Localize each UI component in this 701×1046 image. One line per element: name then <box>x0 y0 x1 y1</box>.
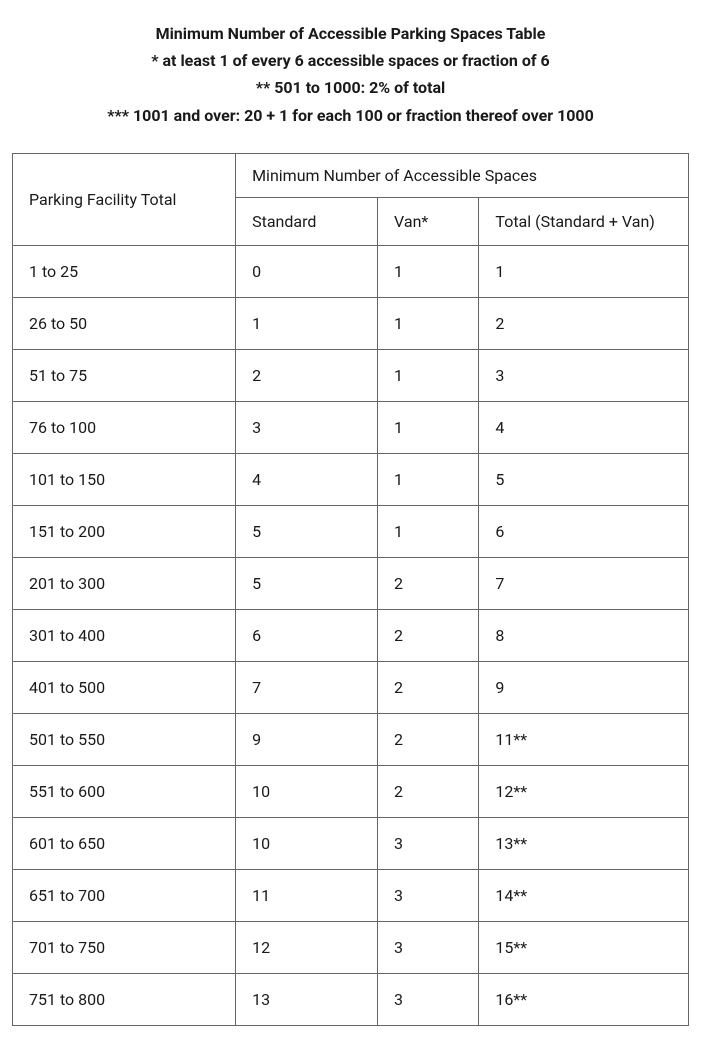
cell-facility: 151 to 200 <box>13 505 236 557</box>
cell-facility: 201 to 300 <box>13 557 236 609</box>
cell-standard: 7 <box>236 661 378 713</box>
cell-standard: 5 <box>236 557 378 609</box>
cell-facility: 26 to 50 <box>13 297 236 349</box>
table-row: 151 to 200516 <box>13 505 689 557</box>
cell-total: 14** <box>479 869 689 921</box>
cell-total: 8 <box>479 609 689 661</box>
table-row: 751 to 80013316** <box>13 973 689 1025</box>
cell-van: 1 <box>378 349 479 401</box>
cell-facility: 551 to 600 <box>13 765 236 817</box>
cell-standard: 13 <box>236 973 378 1025</box>
cell-standard: 11 <box>236 869 378 921</box>
column-header-total: Total (Standard + Van) <box>479 197 689 245</box>
cell-van: 1 <box>378 401 479 453</box>
cell-facility: 601 to 650 <box>13 817 236 869</box>
cell-total: 6 <box>479 505 689 557</box>
cell-standard: 0 <box>236 245 378 297</box>
table-row: 501 to 5509211** <box>13 713 689 765</box>
cell-total: 7 <box>479 557 689 609</box>
cell-van: 1 <box>378 245 479 297</box>
cell-van: 2 <box>378 661 479 713</box>
cell-van: 1 <box>378 297 479 349</box>
cell-total: 5 <box>479 453 689 505</box>
cell-facility: 1 to 25 <box>13 245 236 297</box>
cell-total: 13** <box>479 817 689 869</box>
table-row: 601 to 65010313** <box>13 817 689 869</box>
cell-total: 4 <box>479 401 689 453</box>
table-row: 701 to 75012315** <box>13 921 689 973</box>
cell-total: 3 <box>479 349 689 401</box>
cell-facility: 751 to 800 <box>13 973 236 1025</box>
footnote-1: * at least 1 of every 6 accessible space… <box>12 47 689 74</box>
cell-standard: 5 <box>236 505 378 557</box>
cell-van: 2 <box>378 713 479 765</box>
cell-total: 15** <box>479 921 689 973</box>
table-row: 301 to 400628 <box>13 609 689 661</box>
cell-total: 1 <box>479 245 689 297</box>
cell-van: 2 <box>378 609 479 661</box>
cell-total: 12** <box>479 765 689 817</box>
table-row: 26 to 50112 <box>13 297 689 349</box>
cell-van: 2 <box>378 765 479 817</box>
cell-facility: 501 to 550 <box>13 713 236 765</box>
cell-standard: 10 <box>236 765 378 817</box>
cell-van: 3 <box>378 921 479 973</box>
cell-standard: 3 <box>236 401 378 453</box>
table-title: Minimum Number of Accessible Parking Spa… <box>12 20 689 47</box>
column-header-standard: Standard <box>236 197 378 245</box>
cell-standard: 10 <box>236 817 378 869</box>
cell-standard: 4 <box>236 453 378 505</box>
header-notes: Minimum Number of Accessible Parking Spa… <box>12 20 689 129</box>
cell-van: 2 <box>378 557 479 609</box>
cell-facility: 76 to 100 <box>13 401 236 453</box>
table-row: 101 to 150415 <box>13 453 689 505</box>
table-body: 1 to 2501126 to 5011251 to 7521376 to 10… <box>13 245 689 1025</box>
table-row: 51 to 75213 <box>13 349 689 401</box>
cell-standard: 12 <box>236 921 378 973</box>
footnote-3: *** 1001 and over: 20 + 1 for each 100 o… <box>12 102 689 129</box>
table-row: 1 to 25011 <box>13 245 689 297</box>
cell-van: 3 <box>378 973 479 1025</box>
table-row: 76 to 100314 <box>13 401 689 453</box>
cell-standard: 6 <box>236 609 378 661</box>
footnote-2: ** 501 to 1000: 2% of total <box>12 74 689 101</box>
table-row: 201 to 300527 <box>13 557 689 609</box>
table-row: 551 to 60010212** <box>13 765 689 817</box>
column-header-facility: Parking Facility Total <box>13 153 236 245</box>
cell-standard: 1 <box>236 297 378 349</box>
cell-van: 1 <box>378 453 479 505</box>
cell-total: 9 <box>479 661 689 713</box>
cell-facility: 301 to 400 <box>13 609 236 661</box>
cell-total: 16** <box>479 973 689 1025</box>
cell-van: 3 <box>378 869 479 921</box>
column-header-group: Minimum Number of Accessible Spaces <box>236 153 689 197</box>
cell-facility: 651 to 700 <box>13 869 236 921</box>
column-header-van: Van* <box>378 197 479 245</box>
cell-van: 1 <box>378 505 479 557</box>
cell-facility: 701 to 750 <box>13 921 236 973</box>
cell-van: 3 <box>378 817 479 869</box>
table-row: 651 to 70011314** <box>13 869 689 921</box>
cell-facility: 101 to 150 <box>13 453 236 505</box>
cell-total: 11** <box>479 713 689 765</box>
cell-standard: 9 <box>236 713 378 765</box>
cell-facility: 51 to 75 <box>13 349 236 401</box>
parking-spaces-table: Parking Facility Total Minimum Number of… <box>12 153 689 1026</box>
cell-facility: 401 to 500 <box>13 661 236 713</box>
cell-total: 2 <box>479 297 689 349</box>
cell-standard: 2 <box>236 349 378 401</box>
table-row: 401 to 500729 <box>13 661 689 713</box>
